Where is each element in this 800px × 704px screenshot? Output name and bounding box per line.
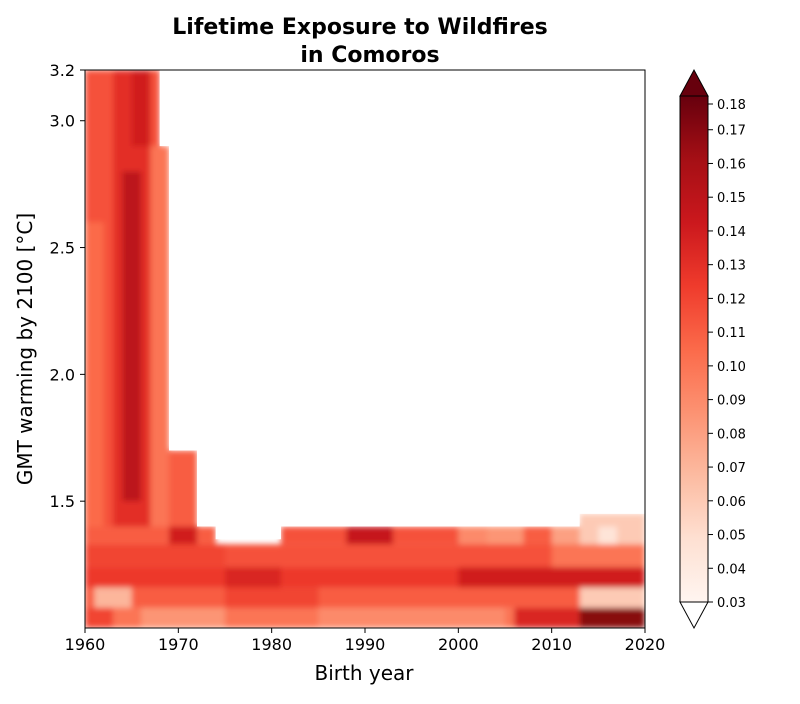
- colorbar-tick-label: 0.13: [717, 259, 746, 274]
- colorbar-tick-label: 0.06: [717, 495, 746, 510]
- heatmap-cell: [141, 607, 225, 628]
- heatmap-cell: [514, 607, 580, 628]
- heatmap-cell: [458, 526, 487, 545]
- colorbar-tick-label: 0.18: [717, 98, 746, 113]
- x-tick-label: 1980: [251, 635, 292, 654]
- x-axis-label: Birth year: [315, 661, 415, 685]
- y-tick-label: 3.0: [50, 112, 75, 131]
- heatmap-cell: [85, 587, 645, 608]
- heatmap-cell: [346, 526, 393, 545]
- heatmap-cell: [94, 587, 132, 608]
- heatmap-cell: [486, 526, 524, 545]
- heatmap-cell: [458, 567, 645, 588]
- y-tick-label: 1.5: [50, 492, 75, 511]
- colorbar-tick-label: 0.16: [717, 157, 746, 172]
- heatmap-cell: [579, 607, 645, 628]
- colorbar-tick-label: 0.17: [717, 124, 746, 139]
- x-tick-label: 2010: [531, 635, 572, 654]
- colorbar-tick-label: 0.05: [717, 529, 746, 544]
- colorbar-tick-label: 0.09: [717, 394, 746, 409]
- colorbar-ticks: 0.03 0.04 0.05 0.06 0.07 0.08 0.09 0.10 0.11 0.12…: [708, 98, 746, 611]
- heatmap-cells: [85, 70, 645, 628]
- x-tick-label: 1970: [158, 635, 199, 654]
- heatmap-cell: [169, 450, 197, 527]
- x-tick-label: 2000: [438, 635, 479, 654]
- colorbar-tick-label: 0.15: [717, 191, 746, 206]
- x-tick-label: 1960: [65, 635, 106, 654]
- heatmap-cell: [169, 526, 197, 545]
- x-tick-label: 2020: [625, 635, 666, 654]
- heatmap-cell: [225, 587, 319, 608]
- heatmap-cell: [579, 587, 645, 608]
- title-line-2: in Comoros: [300, 43, 439, 68]
- y-tick-label: 3.2: [50, 61, 75, 80]
- x-axis: 1960 1970 1980 1990 2000 2010 2020: [65, 628, 666, 654]
- colorbar: 0.03 0.04 0.05 0.06 0.07 0.08 0.09 0.10 0.11 0.12…: [679, 68, 746, 630]
- colorbar-tick-label: 0.10: [717, 360, 746, 375]
- heatmap-area: [85, 70, 645, 628]
- colorbar-tick-label: 0.07: [717, 461, 746, 476]
- heatmap-cell: [85, 222, 104, 527]
- heatmap-cell: [85, 607, 113, 628]
- heatmap-cell: [598, 526, 617, 545]
- colorbar-over-extension: [679, 68, 709, 97]
- y-tick-label: 2.5: [50, 239, 75, 258]
- colorbar-tick-label: 0.03: [717, 596, 746, 611]
- heatmap-cell: [131, 70, 151, 147]
- colorbar-under-extension: [679, 601, 709, 630]
- y-axis-label: GMT warming by 2100 [°C]: [13, 213, 37, 485]
- heatmap-cell: [551, 544, 645, 568]
- colorbar-gradient: [679, 95, 709, 603]
- y-tick-label: 2.0: [50, 365, 75, 384]
- colorbar-tick-label: 0.04: [717, 562, 746, 577]
- heatmap-cell: [150, 146, 169, 527]
- colorbar-tick-label: 0.08: [717, 427, 746, 442]
- colorbar-tick-label: 0.11: [717, 326, 746, 341]
- chart-title: Lifetime Exposure to Wildfires in Comoro…: [172, 15, 547, 68]
- x-tick-label: 1990: [345, 635, 386, 654]
- heatmap-cell: [225, 567, 281, 588]
- heatmap-cell: [523, 526, 552, 545]
- heatmap-cells-blurred: [85, 70, 645, 628]
- colorbar-tick-label: 0.12: [717, 292, 746, 307]
- title-line-1: Lifetime Exposure to Wildfires: [172, 15, 547, 40]
- heatmap-cell: [122, 171, 141, 502]
- colorbar-tick-label: 0.14: [717, 225, 746, 240]
- heatmap-cell: [85, 544, 225, 568]
- heatmap-cell: [318, 607, 505, 628]
- heatmap-cell: [551, 526, 580, 545]
- y-axis: 1.5 2.0 2.5 3.0 3.2: [50, 61, 85, 511]
